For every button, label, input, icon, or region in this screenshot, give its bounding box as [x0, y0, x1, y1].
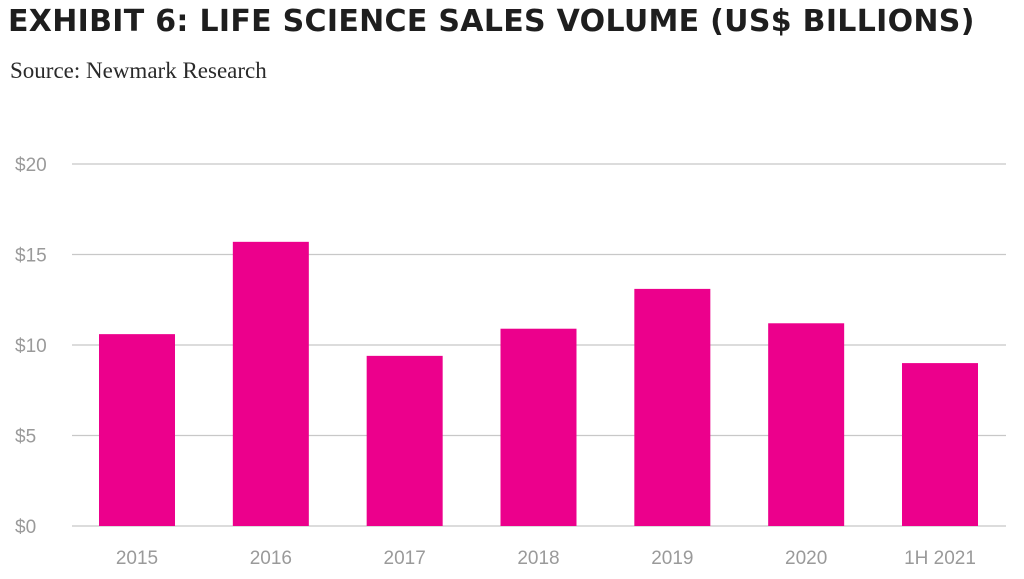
bar-2018: [500, 328, 577, 526]
x-tick-label: 2020: [785, 548, 827, 569]
bar-2020: [768, 323, 845, 526]
x-tick-label: 2019: [651, 548, 693, 569]
x-tick-label: 2015: [116, 548, 158, 569]
y-tick-label: $20: [15, 155, 47, 176]
bar-2019: [634, 288, 711, 526]
bar-2016: [232, 241, 309, 526]
x-tick-label: 2017: [384, 548, 426, 569]
y-tick-label: $15: [15, 246, 47, 267]
x-tick-label: 1H 2021: [904, 548, 976, 569]
y-axis-tick-labels: $0 $5 $10 $15 $20: [15, 155, 47, 538]
x-tick-label: 2018: [517, 548, 559, 569]
chart-title: EXHIBIT 6: LIFE SCIENCE SALES VOLUME (US…: [8, 4, 975, 39]
bar-2015: [99, 334, 175, 526]
bars: [99, 241, 978, 526]
bar-1h-2021: [902, 363, 978, 526]
y-tick-label: $5: [15, 427, 36, 448]
x-axis-tick-labels: 2015 2016 2017 2018 2019 2020 1H 2021: [116, 548, 976, 569]
y-tick-label: $10: [15, 336, 47, 357]
chart-source: Source: Newmark Research: [10, 58, 267, 83]
bar-2017: [366, 355, 443, 526]
y-tick-label: $0: [15, 517, 36, 538]
x-tick-label: 2016: [250, 548, 292, 569]
